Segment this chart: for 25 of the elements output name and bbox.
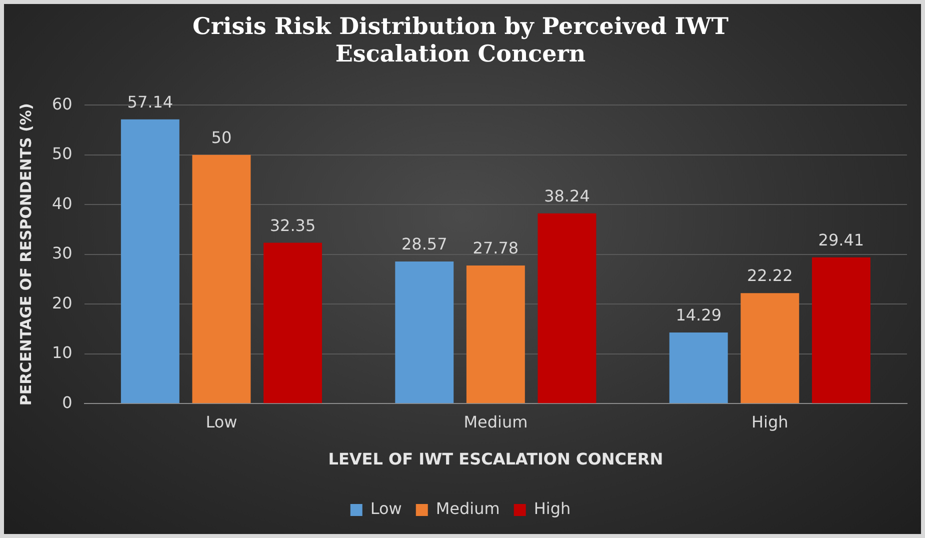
data-label: 50 — [211, 128, 232, 148]
x-tick-label: High — [752, 412, 788, 432]
chart-title: Crisis Risk Distribution by Perceived IWT Escalation Concern — [192, 12, 728, 68]
x-tick-label: Low — [206, 412, 238, 432]
y-tick-label: 50 — [52, 144, 72, 164]
y-tick-label: 30 — [52, 244, 72, 263]
x-axis-title: LEVEL OF IWT ESCALATION CONCERN — [328, 450, 664, 469]
y-tick-label: 0 — [62, 392, 72, 412]
data-label: 14.29 — [676, 306, 722, 325]
data-label: 32.35 — [270, 216, 316, 235]
y-tick-label: 60 — [52, 94, 72, 114]
data-label: 28.57 — [401, 234, 448, 254]
y-tick-label: 10 — [52, 343, 72, 362]
data-label: 27.78 — [472, 238, 519, 258]
x-tick-label: Medium — [464, 412, 528, 432]
data-label: 29.41 — [818, 230, 864, 250]
legend-label: High — [534, 499, 571, 518]
data-label: 57.14 — [127, 92, 174, 112]
y-tick-label: 20 — [52, 293, 72, 312]
y-axis-title: PERCENTAGE OF RESPONDENTS (%) — [16, 103, 35, 406]
legend-label: Low — [370, 499, 402, 518]
y-tick-label: 40 — [52, 194, 72, 213]
data-label: 22.22 — [746, 266, 793, 286]
legend-label: Medium — [436, 499, 500, 518]
data-label: 38.24 — [544, 186, 590, 206]
